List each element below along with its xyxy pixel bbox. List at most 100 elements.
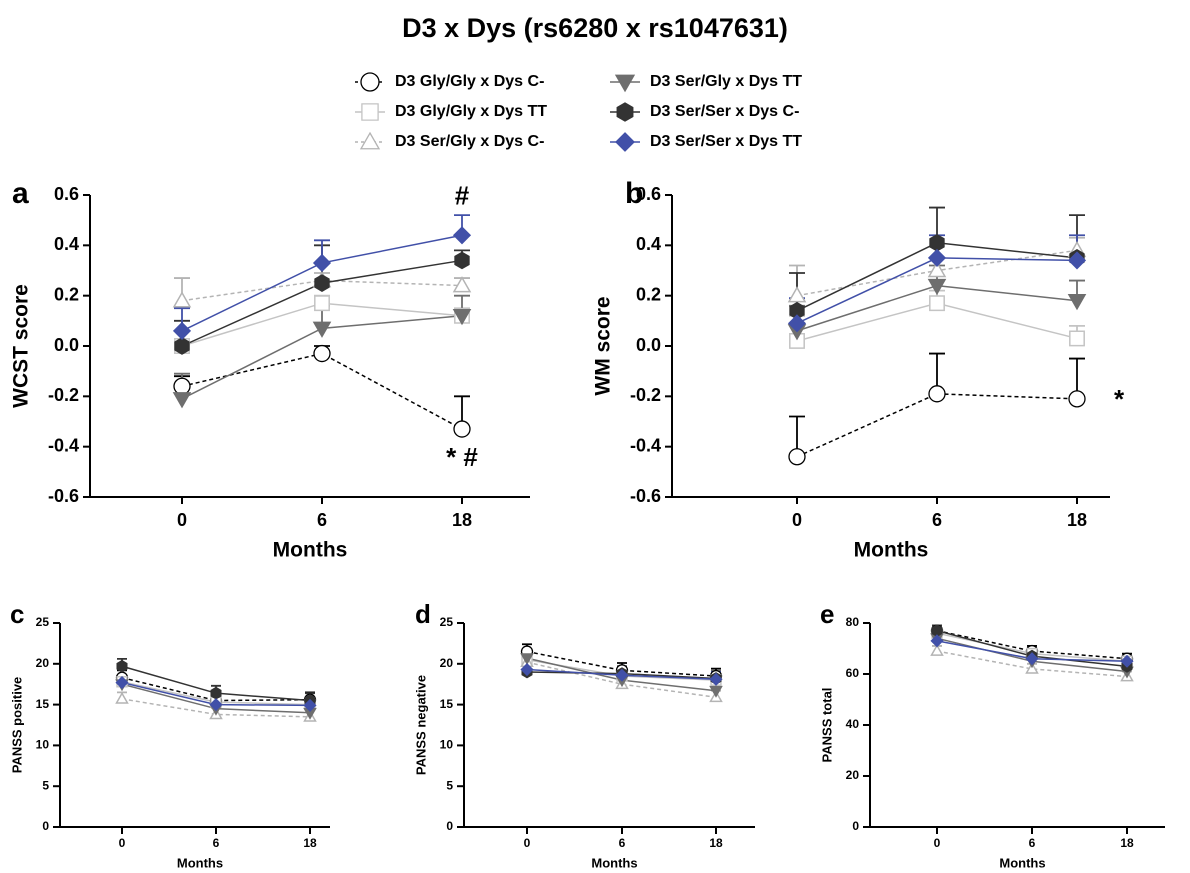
x-tick-label: 18 [709, 836, 723, 850]
marker [209, 698, 223, 712]
panel-letter: e [820, 599, 834, 629]
marker [116, 659, 128, 673]
marker [172, 291, 192, 308]
x-tick-label: 6 [932, 510, 942, 530]
legend-marker [360, 72, 380, 92]
legend-label: D3 Ser/Ser x Dys TT [650, 133, 802, 150]
marker [615, 668, 629, 682]
marker [313, 344, 331, 363]
marker [520, 662, 534, 677]
marker [1069, 330, 1085, 347]
panel-letter: b [625, 177, 643, 210]
y-tick-label: 10 [440, 738, 454, 752]
y-tick-label: 0.6 [636, 184, 661, 204]
y-tick-label: 20 [846, 768, 860, 782]
y-tick-label: 0 [446, 819, 453, 833]
marker [454, 251, 470, 270]
marker [1120, 654, 1134, 668]
y-tick-label: 15 [36, 697, 50, 711]
x-tick-label: 6 [213, 836, 220, 850]
marker [787, 314, 807, 333]
x-tick-label: 0 [524, 836, 531, 850]
y-tick-label: 0.4 [54, 234, 79, 254]
marker [930, 644, 944, 656]
y-tick-label: 40 [846, 717, 860, 731]
panel: b -0.6 -0.4 -0.2 0.0 0.2 0.4 0.6 0 6 18 Months WM sc… [592, 177, 1125, 562]
y-tick-label: 0.2 [54, 284, 79, 304]
marker [928, 385, 946, 403]
marker [115, 691, 129, 704]
y-tick-label: -0.4 [48, 435, 79, 455]
marker [210, 686, 222, 700]
x-tick-label: 18 [303, 836, 317, 850]
marker [787, 286, 807, 303]
marker [172, 392, 192, 409]
panel-letter: d [415, 599, 431, 629]
x-tick-label: 0 [792, 510, 802, 530]
y-tick-label: -0.6 [630, 486, 661, 506]
annotation: # [455, 180, 470, 210]
y-tick-label: -0.6 [48, 486, 79, 506]
marker [174, 337, 190, 355]
annotation: * # [446, 442, 478, 472]
marker [115, 676, 129, 690]
marker [452, 226, 472, 245]
legend-marker [615, 132, 635, 152]
y-axis-label: PANSS total [819, 688, 834, 763]
marker [929, 233, 945, 252]
marker [709, 672, 723, 686]
marker [1067, 293, 1087, 311]
marker [930, 634, 944, 648]
y-tick-label: 5 [42, 778, 49, 792]
y-tick-label: 15 [440, 697, 454, 711]
marker [927, 260, 947, 278]
y-tick-label: 0.2 [636, 284, 661, 304]
x-tick-label: 0 [119, 836, 126, 850]
y-tick-label: 60 [846, 666, 860, 680]
marker [520, 653, 534, 666]
legend-label: D3 Ser/Gly x Dys C- [395, 133, 544, 150]
y-axis-label: PANSS positive [9, 677, 24, 774]
legend-marker [614, 74, 636, 93]
legend-marker [361, 103, 379, 121]
x-axis-label: Months [854, 539, 929, 562]
legend-label: D3 Ser/Gly x Dys TT [650, 73, 802, 90]
y-tick-label: 0.4 [636, 234, 661, 254]
marker [172, 321, 192, 340]
marker [452, 276, 472, 293]
marker [314, 274, 330, 292]
y-axis-label: PANSS negative [413, 675, 428, 775]
marker [1068, 390, 1086, 408]
y-tick-label: 20 [440, 656, 454, 670]
x-tick-label: 6 [619, 836, 626, 850]
panel: d 0 5 10 15 20 25 0 6 18 Months PANSS negative [413, 599, 755, 870]
x-tick-label: 6 [317, 510, 327, 530]
panel-letter: c [10, 599, 24, 629]
panel-letter: a [12, 177, 29, 210]
x-tick-label: 18 [1120, 836, 1134, 850]
marker [453, 420, 471, 438]
y-tick-label: 0 [852, 819, 859, 833]
x-axis-label: Months [999, 855, 1045, 870]
marker [452, 309, 472, 326]
panel: c 0 5 10 15 20 25 0 6 18 Months PANSS positive [9, 599, 330, 870]
legend-label: D3 Gly/Gly x Dys TT [395, 103, 547, 120]
marker [1067, 251, 1087, 270]
y-tick-label: 5 [446, 778, 453, 792]
marker [709, 685, 723, 698]
marker [788, 448, 806, 466]
series-line [121, 698, 311, 718]
y-tick-label: 20 [36, 656, 50, 670]
y-tick-label: -0.2 [48, 385, 79, 405]
marker [173, 377, 191, 395]
y-tick-label: 25 [36, 615, 50, 629]
y-axis-label: WCST score [10, 284, 33, 408]
y-axis-label: WM score [592, 296, 615, 395]
y-tick-label: -0.2 [630, 385, 661, 405]
marker [303, 698, 317, 712]
y-tick-label: 25 [440, 615, 454, 629]
x-axis-label: Months [273, 539, 348, 562]
y-tick-label: 80 [846, 615, 860, 629]
legend-marker [359, 131, 381, 150]
x-axis-label: Months [177, 855, 223, 870]
